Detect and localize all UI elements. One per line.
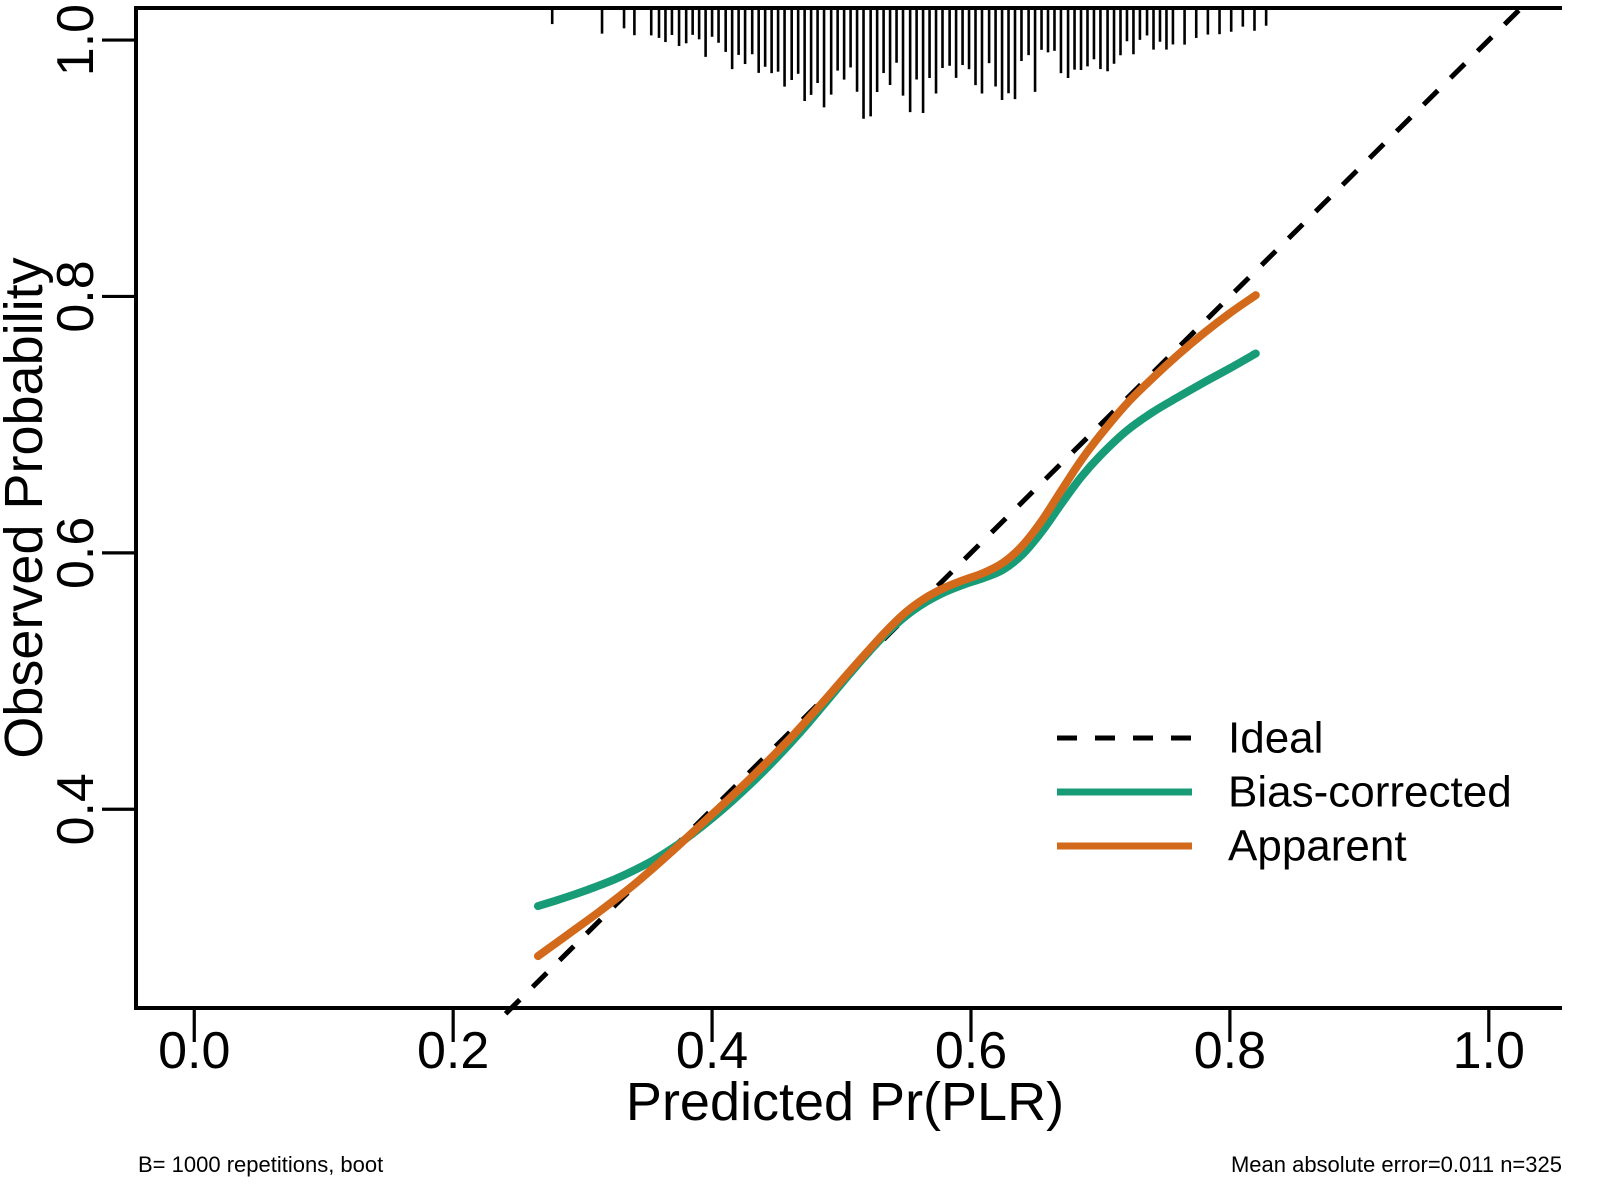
footer-right-note: Mean absolute error=0.011 n=325 [1231,1152,1562,1177]
x-axis: 0.0 0.2 0.4 0.6 0.8 1.0 [158,1008,1525,1080]
footer-left-note: B= 1000 repetitions, boot [138,1152,383,1177]
x-tick-label: 0.0 [158,1022,230,1080]
x-tick-label: 0.6 [935,1022,1007,1080]
x-tick-label: 0.4 [676,1022,748,1080]
y-tick-label: 0.8 [47,260,105,332]
legend-label-bias-corrected: Bias-corrected [1228,768,1512,817]
y-axis-title: Observed Probability [0,257,54,758]
bias-corrected-curve [533,349,1260,911]
x-axis-title: Predicted Pr(PLR) [626,1072,1064,1132]
legend-label-apparent: Apparent [1228,822,1407,871]
x-tick-label: 0.2 [417,1022,489,1080]
x-tick-label: 1.0 [1453,1022,1525,1080]
y-tick-label: 0.4 [47,773,105,845]
chart-legend: Ideal Bias-corrected Apparent [1057,714,1512,871]
apparent-curve [533,291,1260,961]
y-axis: 0.4 0.6 0.8 1.0 [47,4,136,845]
plot-frame [134,6,1562,1010]
x-tick-label: 0.8 [1194,1022,1266,1080]
legend-label-ideal: Ideal [1228,714,1323,763]
y-tick-label: 0.6 [47,517,105,589]
y-tick-label: 1.0 [47,4,105,76]
predicted-probability-rug [550,10,1268,119]
